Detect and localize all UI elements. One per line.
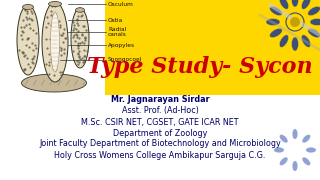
Ellipse shape bbox=[301, 35, 311, 47]
Ellipse shape bbox=[51, 12, 60, 72]
Ellipse shape bbox=[17, 5, 39, 75]
Text: Spongocoel: Spongocoel bbox=[108, 57, 142, 62]
Ellipse shape bbox=[302, 135, 310, 143]
Ellipse shape bbox=[49, 1, 61, 6]
Ellipse shape bbox=[301, 0, 311, 9]
Text: Mr. Jagnarayan Sirdar: Mr. Jagnarayan Sirdar bbox=[111, 96, 209, 105]
Text: Asst. Prof. (Ad-Hoc): Asst. Prof. (Ad-Hoc) bbox=[122, 107, 198, 116]
Ellipse shape bbox=[279, 0, 289, 9]
Bar bbox=[0, 0, 105, 95]
Bar bbox=[105, 0, 320, 95]
Ellipse shape bbox=[306, 147, 316, 152]
Text: M.Sc. CSIR NET, CGSET, GATE ICAR NET: M.Sc. CSIR NET, CGSET, GATE ICAR NET bbox=[81, 118, 239, 127]
Ellipse shape bbox=[266, 19, 280, 26]
Ellipse shape bbox=[42, 2, 68, 82]
Ellipse shape bbox=[280, 157, 288, 165]
Text: Department of Zoology: Department of Zoology bbox=[113, 129, 207, 138]
Ellipse shape bbox=[274, 147, 284, 152]
Ellipse shape bbox=[292, 0, 299, 7]
Ellipse shape bbox=[76, 8, 84, 12]
Ellipse shape bbox=[270, 6, 282, 16]
Ellipse shape bbox=[280, 135, 288, 143]
Ellipse shape bbox=[71, 8, 89, 68]
Bar bbox=[0, 95, 320, 180]
Ellipse shape bbox=[308, 28, 320, 38]
Ellipse shape bbox=[308, 6, 320, 16]
Ellipse shape bbox=[292, 37, 299, 51]
Ellipse shape bbox=[279, 35, 289, 47]
Ellipse shape bbox=[22, 4, 34, 10]
Text: Apopyles: Apopyles bbox=[108, 42, 135, 48]
Text: Ostia: Ostia bbox=[108, 17, 123, 22]
Text: Joint Faculty Department of Biotechnology and Microbiology: Joint Faculty Department of Biotechnolog… bbox=[39, 140, 281, 148]
Ellipse shape bbox=[292, 129, 298, 139]
Ellipse shape bbox=[286, 13, 304, 31]
Text: Osculum: Osculum bbox=[108, 1, 134, 6]
Ellipse shape bbox=[290, 17, 300, 27]
Text: Holy Cross Womens College Ambikapur Sarguja C.G.: Holy Cross Womens College Ambikapur Sarg… bbox=[54, 150, 266, 159]
Ellipse shape bbox=[292, 161, 298, 171]
Ellipse shape bbox=[310, 19, 320, 26]
Text: Radial
canals: Radial canals bbox=[108, 27, 127, 37]
Ellipse shape bbox=[21, 74, 86, 92]
Ellipse shape bbox=[302, 157, 310, 165]
Ellipse shape bbox=[270, 28, 282, 38]
Text: Type Study- Sycon: Type Study- Sycon bbox=[87, 56, 313, 78]
